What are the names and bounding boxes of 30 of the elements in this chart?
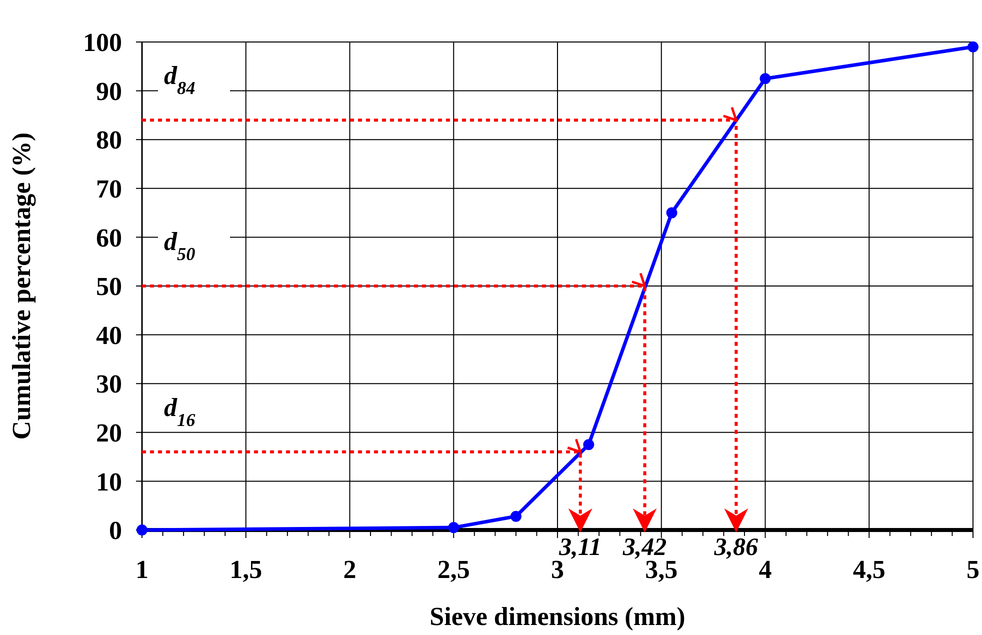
y-tick-label: 0 bbox=[109, 516, 122, 546]
point bbox=[666, 207, 678, 218]
x-tick-label: 4,5 bbox=[852, 555, 886, 584]
y-tick-label: 30 bbox=[96, 370, 122, 399]
annotation: d$_{16}$ bbox=[164, 392, 196, 430]
y-tick-label: 80 bbox=[96, 126, 122, 155]
y-tick-label: 70 bbox=[96, 174, 122, 204]
point bbox=[760, 73, 771, 84]
y-tick-label: 20 bbox=[96, 418, 122, 448]
x-tick-label: 1,5 bbox=[230, 555, 262, 584]
x-tick-label: 4 bbox=[758, 555, 772, 584]
y-tick-label: 50 bbox=[96, 272, 122, 302]
x-tick-label: 2 bbox=[343, 555, 356, 584]
y-tick-label: 40 bbox=[96, 320, 122, 350]
y-tick-label: 60 bbox=[96, 223, 122, 252]
point bbox=[448, 522, 460, 534]
y-tick-label: 100 bbox=[83, 28, 122, 58]
annotation: d$_{84}$ bbox=[164, 61, 196, 98]
y-tick-label: 10 bbox=[96, 467, 122, 496]
x-tick-label: 2,5 bbox=[437, 555, 470, 584]
y-axis-title: Cumulative percentage (%) bbox=[7, 132, 36, 440]
point bbox=[583, 439, 594, 450]
annotation: 3,86 bbox=[713, 534, 759, 561]
x-axis-title: Sieve dimensions (mm) bbox=[430, 602, 686, 631]
x-tick-label: 1 bbox=[136, 555, 148, 584]
annotation: d$_{50}$ bbox=[164, 227, 196, 264]
y-tick-label: 90 bbox=[96, 76, 122, 106]
x-tick-label: 5 bbox=[966, 555, 980, 584]
point bbox=[510, 510, 522, 522]
point bbox=[968, 41, 978, 52]
